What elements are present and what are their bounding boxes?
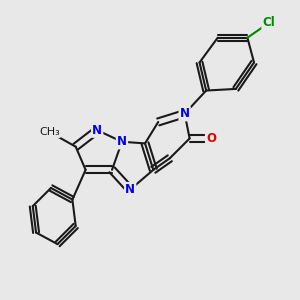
Text: O: O — [206, 132, 216, 145]
Text: N: N — [125, 183, 135, 196]
Text: N: N — [180, 107, 190, 120]
Text: Cl: Cl — [262, 16, 275, 29]
Text: N: N — [117, 135, 127, 148]
Text: CH₃: CH₃ — [39, 127, 60, 137]
Text: N: N — [92, 124, 102, 137]
